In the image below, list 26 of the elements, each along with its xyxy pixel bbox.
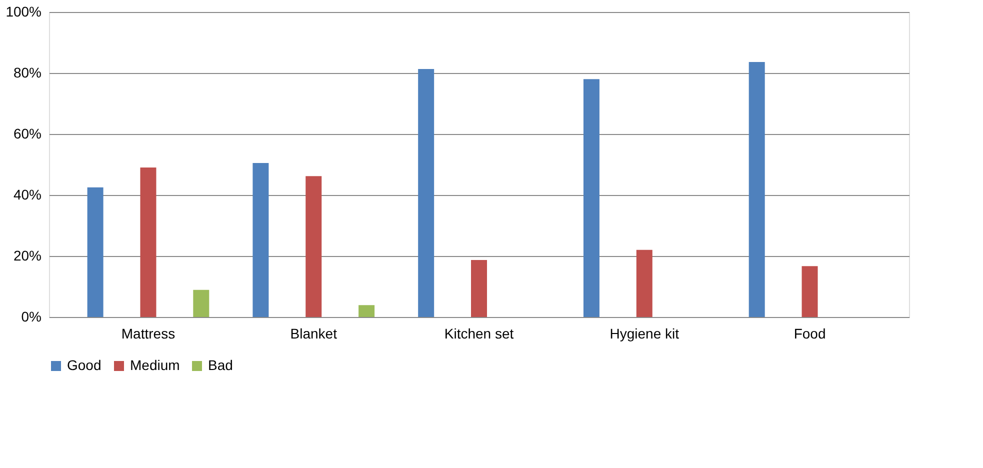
bar (358, 305, 375, 317)
y-tick-label: 0% (21, 308, 42, 324)
bar (87, 187, 104, 317)
bar (252, 162, 269, 317)
bar (140, 168, 156, 317)
y-tick-label: 20% (13, 248, 42, 264)
x-tick-label: Food (794, 326, 826, 342)
bar (471, 260, 487, 317)
bar (636, 250, 652, 317)
y-tick-label: 100% (6, 4, 42, 20)
bar (748, 62, 765, 317)
bar (418, 69, 434, 317)
x-tick-label: Blanket (290, 326, 338, 342)
y-tick-label: 40% (13, 186, 42, 202)
bar (583, 79, 600, 317)
y-tick-label: 60% (13, 126, 42, 142)
y-tick-label: 80% (13, 64, 42, 80)
bar (193, 290, 210, 317)
legend-label: Medium (130, 357, 180, 373)
x-tick-label: Mattress (121, 326, 176, 342)
legend-label: Bad (208, 357, 233, 373)
x-tick-label: Kitchen set (444, 326, 514, 342)
legend-label: Good (67, 357, 102, 373)
bar (306, 176, 322, 317)
x-tick-label: Hygiene kit (610, 326, 680, 342)
bar (802, 266, 818, 317)
